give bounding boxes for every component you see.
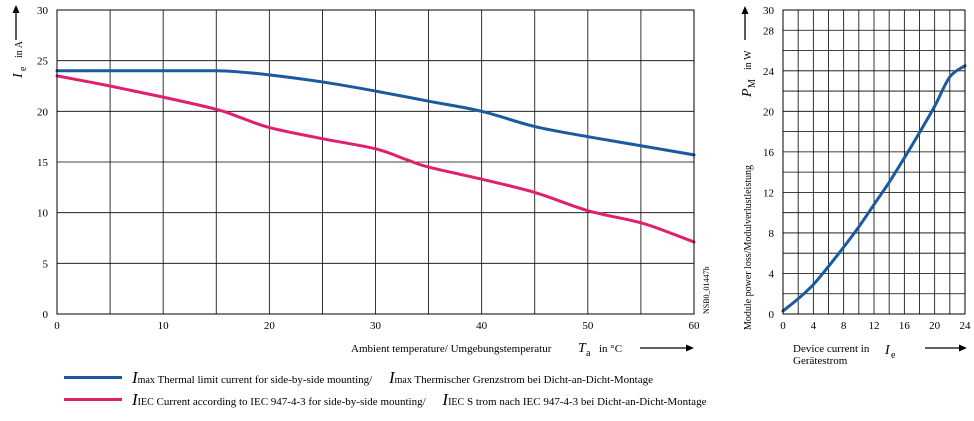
y-tick-label: 4 — [769, 268, 775, 280]
legend: Imax Thermal limit current for side-by-s… — [64, 368, 964, 412]
y-tick-label: 30 — [37, 5, 49, 17]
legend-text-en: Thermal limit current for side-by-side m… — [157, 374, 373, 386]
right-y-unit: in W — [743, 50, 754, 70]
left-x-unit: in °C — [599, 343, 622, 355]
legend-item-i-max: Imax Thermal limit current for side-by-s… — [64, 368, 964, 390]
right-tick-labels: 0 4 8 12 16 20 24 0 4 8 12 16 20 24 28 30 — [763, 5, 971, 332]
x-tick-label: 10 — [158, 320, 170, 332]
right-y-symbol-title: P M in W — [740, 50, 758, 98]
x-tick-label: 30 — [370, 320, 382, 332]
x-tick-label: 16 — [899, 320, 911, 332]
x-tick-label: 0 — [54, 320, 60, 332]
y-tick-label: 5 — [43, 258, 49, 270]
legend-symbol-2: I — [442, 390, 449, 409]
left-x-arrow — [640, 344, 694, 352]
y-tick-label: 24 — [763, 66, 775, 78]
y-tick-label: 12 — [763, 187, 774, 199]
right-y-symbol: P — [740, 88, 755, 98]
legend-sub-2: IEC — [448, 397, 465, 408]
right-x-symbol-sub: e — [891, 350, 896, 361]
left-y-symbol-sub: e — [18, 66, 29, 71]
left-x-symbol: T — [578, 341, 587, 356]
right-y-symbol-sub: M — [747, 79, 758, 88]
left-tick-labels: 0 10 20 30 40 50 60 0 5 10 15 20 25 30 — [37, 5, 700, 332]
y-tick-label: 15 — [37, 157, 49, 169]
right-y-axis-label: Module power loss/Modulverlustleistung — [743, 165, 754, 330]
right-plot-frame — [782, 9, 966, 315]
right-x-axis-label: Device current in — [793, 343, 870, 355]
right-grid — [783, 10, 965, 314]
x-tick-label: 0 — [780, 320, 786, 332]
right-series — [781, 64, 967, 313]
y-tick-label: 0 — [43, 309, 49, 321]
y-tick-label: 30 — [763, 5, 775, 17]
y-tick-label: 10 — [37, 208, 49, 220]
legend-sub-2: max — [394, 375, 412, 386]
left-grid — [57, 10, 694, 314]
left-y-unit: in A — [14, 40, 25, 58]
y-tick-label: 25 — [37, 56, 49, 68]
x-tick-label: 8 — [841, 320, 847, 332]
right-x-axis-label-de: Gerätestrom — [793, 355, 848, 367]
series-line-p-m — [781, 64, 967, 313]
legend-text-de: S trom nach IEC 947-4-3 bei Dicht-an-Dic… — [466, 396, 707, 408]
y-tick-label: 0 — [769, 309, 775, 321]
y-tick-label: 16 — [763, 147, 775, 159]
left-y-axis-title: I e in A — [11, 40, 29, 79]
legend-symbol: I — [132, 368, 138, 387]
x-tick-label: 40 — [476, 320, 488, 332]
x-tick-label: 50 — [582, 320, 594, 332]
legend-text-en: Current according to IEC 947-4-3 for sid… — [156, 396, 426, 408]
x-tick-label: 12 — [869, 320, 880, 332]
left-x-axis-label: Ambient temperature/ Umgebungstemperatur — [351, 343, 552, 355]
legend-symbol: I — [132, 390, 138, 409]
legend-swatch-i-iec — [64, 398, 122, 401]
x-tick-label: 20 — [264, 320, 276, 332]
legend-sub: max — [137, 375, 155, 386]
x-tick-label: 60 — [689, 320, 701, 332]
right-x-arrow — [925, 344, 967, 352]
figure-id-annotation: NSB0_01447b — [702, 266, 711, 314]
y-tick-label: 20 — [37, 106, 49, 118]
right-x-symbol: I — [884, 343, 891, 358]
left-x-symbol-sub: a — [586, 348, 591, 359]
right-chart: 0 4 8 12 16 20 24 0 4 8 12 16 20 24 28 30 P M in W Modu… — [740, 5, 971, 367]
left-chart: 0 10 20 30 40 50 60 0 5 10 15 20 25 30 I e in A Ambie… — [11, 5, 711, 359]
series-line-i-iec — [55, 74, 696, 244]
y-tick-label: 20 — [763, 106, 775, 118]
legend-sub: IEC — [137, 397, 154, 408]
x-tick-label: 4 — [811, 320, 817, 332]
y-tick-label: 28 — [763, 25, 775, 37]
left-plot-frame — [56, 9, 695, 315]
legend-text-de: Thermischer Grenzstrom bei Dicht-an-Dich… — [414, 374, 653, 386]
legend-swatch-i-max — [64, 376, 122, 379]
left-y-arrow — [12, 5, 20, 40]
y-tick-label: 8 — [769, 228, 775, 240]
legend-symbol-2: I — [388, 368, 395, 387]
left-y-symbol: I — [11, 72, 26, 79]
series-line-i-max — [55, 69, 696, 157]
x-tick-label: 20 — [929, 320, 941, 332]
legend-item-i-iec: IIEC Current according to IEC 947-4-3 fo… — [64, 390, 964, 412]
x-tick-label: 24 — [960, 320, 972, 332]
right-y-arrow — [741, 6, 749, 40]
left-series — [55, 69, 696, 244]
